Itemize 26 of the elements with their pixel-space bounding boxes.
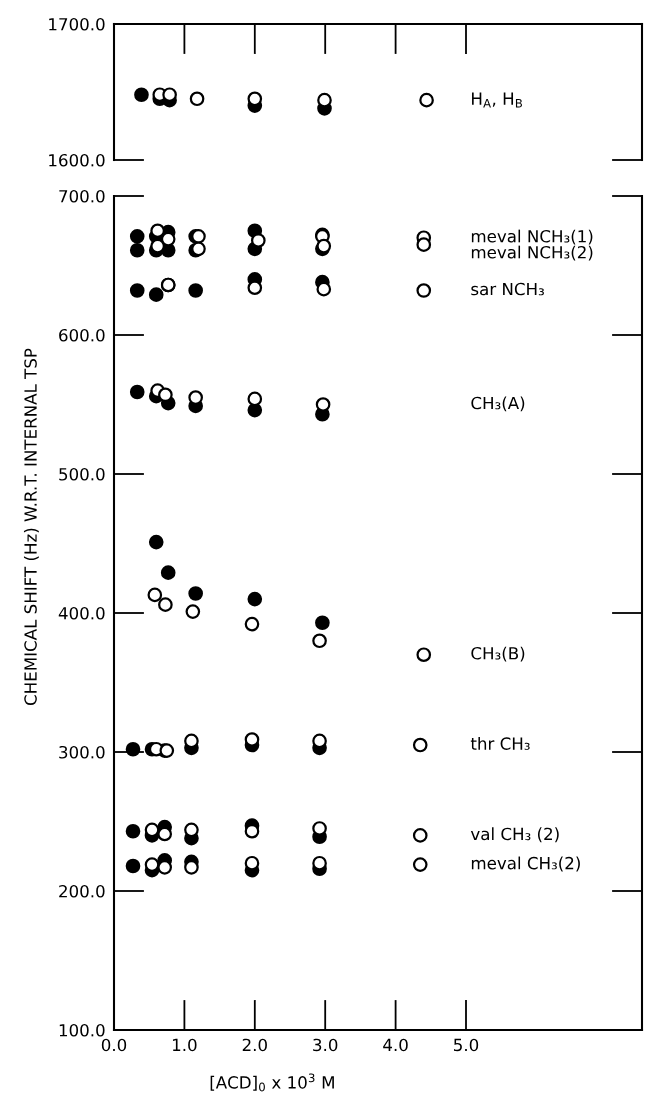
y-tick-label: 1600.0 [49,153,105,167]
x-tick-label: 2.0 [242,1038,267,1052]
text: CH₃(A) [471,396,525,412]
text: meval CH₃(2) [471,856,580,872]
y-tick-label: 300.0 [59,745,105,759]
x-axis-title: [ACD]$_{0}$ x 10$^{3}$ M [210,1073,334,1092]
y-tick-label: 1700.0 [49,17,105,31]
x-tick-label: 0.0 [101,1038,127,1052]
text: CH₃(B) [471,646,525,662]
y-tick-label: 700.0 [59,189,105,203]
text: meval NCH₃(2) [471,245,593,261]
text: val CH₃ (2) [470,827,559,843]
x-tick-label: 4.0 [383,1038,408,1052]
text: meval NCH₃(1) [471,229,593,245]
text: H$_{A}$, H$_{B}$ [472,92,522,108]
y-tick-label: 200.0 [59,884,105,898]
y-axis-title: CHEMICAL SHIFT (Hz) W.R.T. INTERNAL TSP [23,348,39,705]
y-tick-label: 100.0 [59,1023,105,1037]
x-tick-label: 3.0 [313,1038,338,1052]
y-tick-label: 600.0 [59,328,105,342]
y-tick-label: 400.0 [58,606,105,620]
text: sar NCH₃ [471,282,544,296]
x-tick-label: 1.0 [172,1038,197,1052]
x-tick-label: 5.0 [454,1038,479,1052]
y-tick-label: 500.0 [59,467,105,481]
text: thr CH₃ [470,736,530,750]
